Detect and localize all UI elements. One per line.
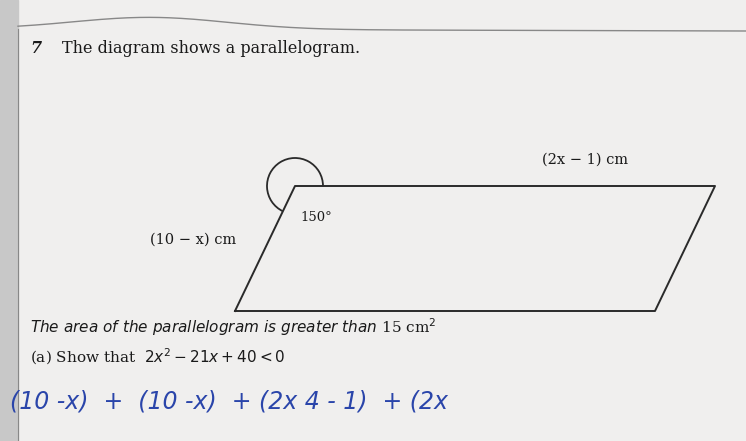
- Polygon shape: [0, 0, 18, 441]
- Text: (a) Show that  $2x^2 - 21x + 40 < 0$: (a) Show that $2x^2 - 21x + 40 < 0$: [30, 347, 286, 367]
- Polygon shape: [18, 0, 746, 441]
- Text: (2x − 1) cm: (2x − 1) cm: [542, 153, 628, 167]
- Text: (10 − x) cm: (10 − x) cm: [150, 232, 236, 247]
- Text: The diagram shows a parallelogram.: The diagram shows a parallelogram.: [62, 40, 360, 57]
- Text: $\it{The\ area\ of\ the\ parallelogram\ is\ greater\ than\ }$15 cm$^2$: $\it{The\ area\ of\ the\ parallelogram\ …: [30, 316, 436, 338]
- Text: (10 -x)  +  (10 -x)  + (2x 4 - 1)  + (2x: (10 -x) + (10 -x) + (2x 4 - 1) + (2x: [10, 390, 448, 414]
- Text: 7: 7: [30, 40, 41, 57]
- Text: 150°: 150°: [300, 211, 332, 224]
